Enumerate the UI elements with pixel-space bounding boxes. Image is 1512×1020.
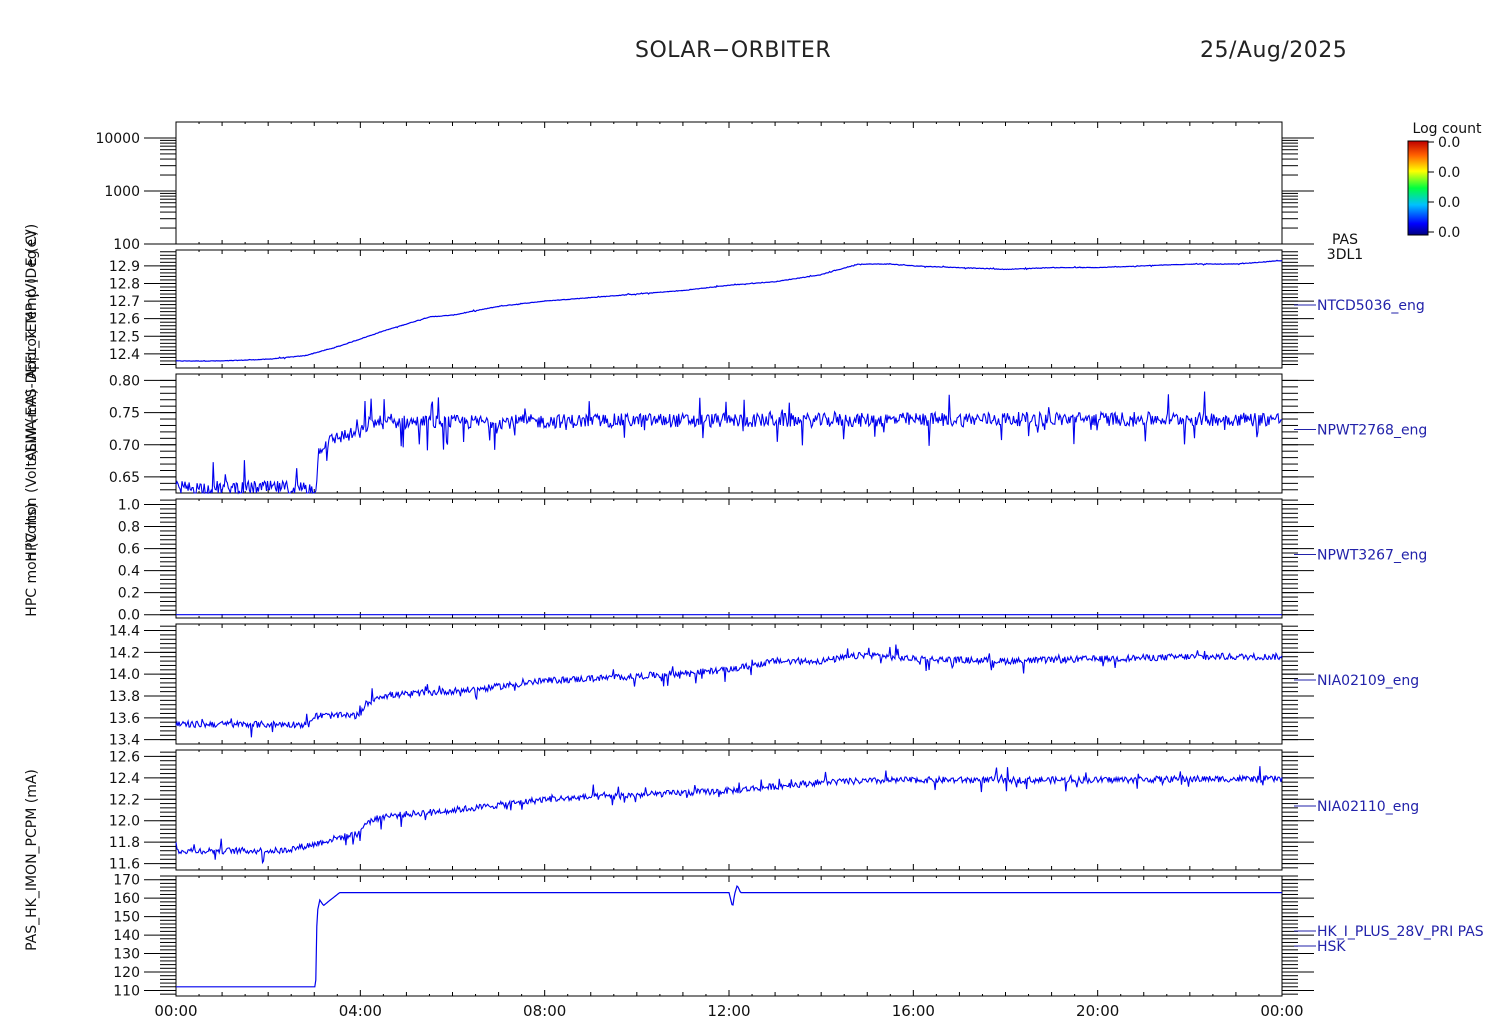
y-axis-label: PAS_HK_IMON_PCPM (mA) <box>24 769 40 951</box>
y-tick-label: 12.2 <box>109 792 140 808</box>
y-tick-label: 1.0 <box>118 498 140 514</box>
panel-frame <box>175 121 1283 245</box>
colorbar <box>1407 140 1429 236</box>
series-label: NIA02110_eng <box>1317 799 1419 815</box>
y-tick-label: 0.70 <box>109 438 140 454</box>
colorbar-title: Log count <box>1413 121 1482 137</box>
colorbar-tick-label: 0.0 <box>1438 225 1460 241</box>
y-tick-label: 0.2 <box>118 586 140 602</box>
y-tick-label: 14.4 <box>109 624 140 640</box>
x-tick-label: 20:00 <box>1076 1002 1119 1020</box>
y-tick-label: 140 <box>113 928 140 944</box>
y-tick-label: 13.4 <box>109 733 140 749</box>
y-tick-label: 120 <box>113 965 140 981</box>
panel-3: 0.65 0.70 0.75 0.80 NPWT2768_eng <box>109 373 1427 495</box>
colorbar-tick-label: 0.0 <box>1438 195 1460 211</box>
y-tick-label: 12.9 <box>109 259 140 275</box>
panel-frame <box>175 623 1283 745</box>
y-tick-label: 110 <box>113 983 140 999</box>
series-label: NTCD5036_eng <box>1317 298 1425 314</box>
series-line <box>175 259 1283 362</box>
y-axis-label: ALIM (mA) <box>24 389 40 461</box>
y-tick-label: 14.0 <box>109 667 140 683</box>
y-axis-label: E (eV) <box>24 224 40 266</box>
series-line <box>175 766 1283 865</box>
y-tick-label: 160 <box>113 891 140 907</box>
y-tick-label: 0.8 <box>118 520 140 536</box>
y-tick-label: 13.8 <box>109 689 140 705</box>
y-tick-label: 12.4 <box>109 347 140 363</box>
y-tick-label: 0.80 <box>109 373 140 389</box>
x-tick-label: 08:00 <box>523 1002 566 1020</box>
panel-frame <box>175 749 1283 871</box>
x-tick-label: 04:00 <box>339 1002 382 1020</box>
y-tick-label: 14.2 <box>109 645 140 661</box>
y-tick-label: 11.8 <box>109 835 140 851</box>
y-axis-label: HPC mon (Volts) <box>24 503 40 616</box>
panel-2: 12.4 12.512.6 12.7 12.812.9 NTCD5036_eng <box>109 249 1425 369</box>
series-label: HSK <box>1317 939 1346 955</box>
colorbar-tick-label: 0.0 <box>1438 165 1460 181</box>
series-label: NPWT2768_eng <box>1317 423 1427 439</box>
y-tick-label: 0.65 <box>109 470 140 486</box>
panel-4: 0.0 0.2 0.4 0.6 0.8 1.0 NPWT3267_eng <box>118 498 1428 624</box>
y-tick-label: 12.5 <box>109 329 140 345</box>
panel-frame <box>175 249 1283 369</box>
series-label: HK_I_PLUS_28V_PRI PAS <box>1317 924 1484 940</box>
y-tick-label: 12.6 <box>109 312 140 328</box>
y-tick-label: 11.6 <box>109 857 140 873</box>
y-tick-label: 130 <box>113 947 140 963</box>
series-line <box>175 644 1283 738</box>
panel-5: 13.4 13.6 13.8 14.0 14.2 14.4 NIA02109_eng <box>109 623 1419 749</box>
y-tick-label: 0.4 <box>118 564 140 580</box>
y-tick-label: 150 <box>113 910 140 926</box>
y-tick-label: 0.0 <box>118 608 140 624</box>
y-tick-label: 100 <box>113 237 140 253</box>
x-tick-label: 00:00 <box>154 1002 197 1020</box>
panel-6: 11.6 11.8 12.0 12.2 12.4 12.6 NIA02110_eng <box>109 749 1419 872</box>
y-tick-label: 0.75 <box>109 406 140 422</box>
y-axis-label: HPC mon (Volts) <box>24 448 40 561</box>
y-axis-label: Approx Temp (Deg C) <box>24 231 40 380</box>
mission-title: SOLAR−ORBITER <box>635 38 832 63</box>
y-tick-label: 13.6 <box>109 711 140 727</box>
x-tick-label: 16:00 <box>892 1002 935 1020</box>
instrument-label: 3DL1 <box>1327 247 1363 263</box>
series-line <box>175 391 1283 495</box>
y-tick-label: 170 <box>113 873 140 889</box>
colorbar-tick-label: 0.0 <box>1438 135 1460 151</box>
y-tick-label: 12.8 <box>109 276 140 292</box>
y-tick-label: 12.6 <box>109 749 140 765</box>
y-tick-label: 12.0 <box>109 814 140 830</box>
y-tick-label: 12.7 <box>109 294 140 310</box>
series-line <box>176 885 1282 988</box>
y-tick-label: 12.4 <box>109 771 140 787</box>
x-tick-label: 00:00 <box>1260 1002 1303 1020</box>
x-tick-label: 12:00 <box>707 1002 750 1020</box>
y-tick-label: 10000 <box>95 131 140 147</box>
series-label: NIA02109_eng <box>1317 673 1419 689</box>
panel-7: 110 120 130 140 150 160 170 HK_I_PLUS_28V_PRI P… <box>113 873 1484 1000</box>
instrument-label: PAS <box>1332 232 1358 248</box>
plot-date: 25/Aug/2025 <box>1200 38 1348 63</box>
y-axis-label: SWA-EAS-DEFL_TEMP (V) <box>24 278 40 452</box>
y-tick-label: 0.6 <box>118 542 140 558</box>
panel-frame <box>175 498 1283 619</box>
series-label: NPWT3267_eng <box>1317 548 1427 564</box>
y-tick-label: 1000 <box>104 184 140 200</box>
